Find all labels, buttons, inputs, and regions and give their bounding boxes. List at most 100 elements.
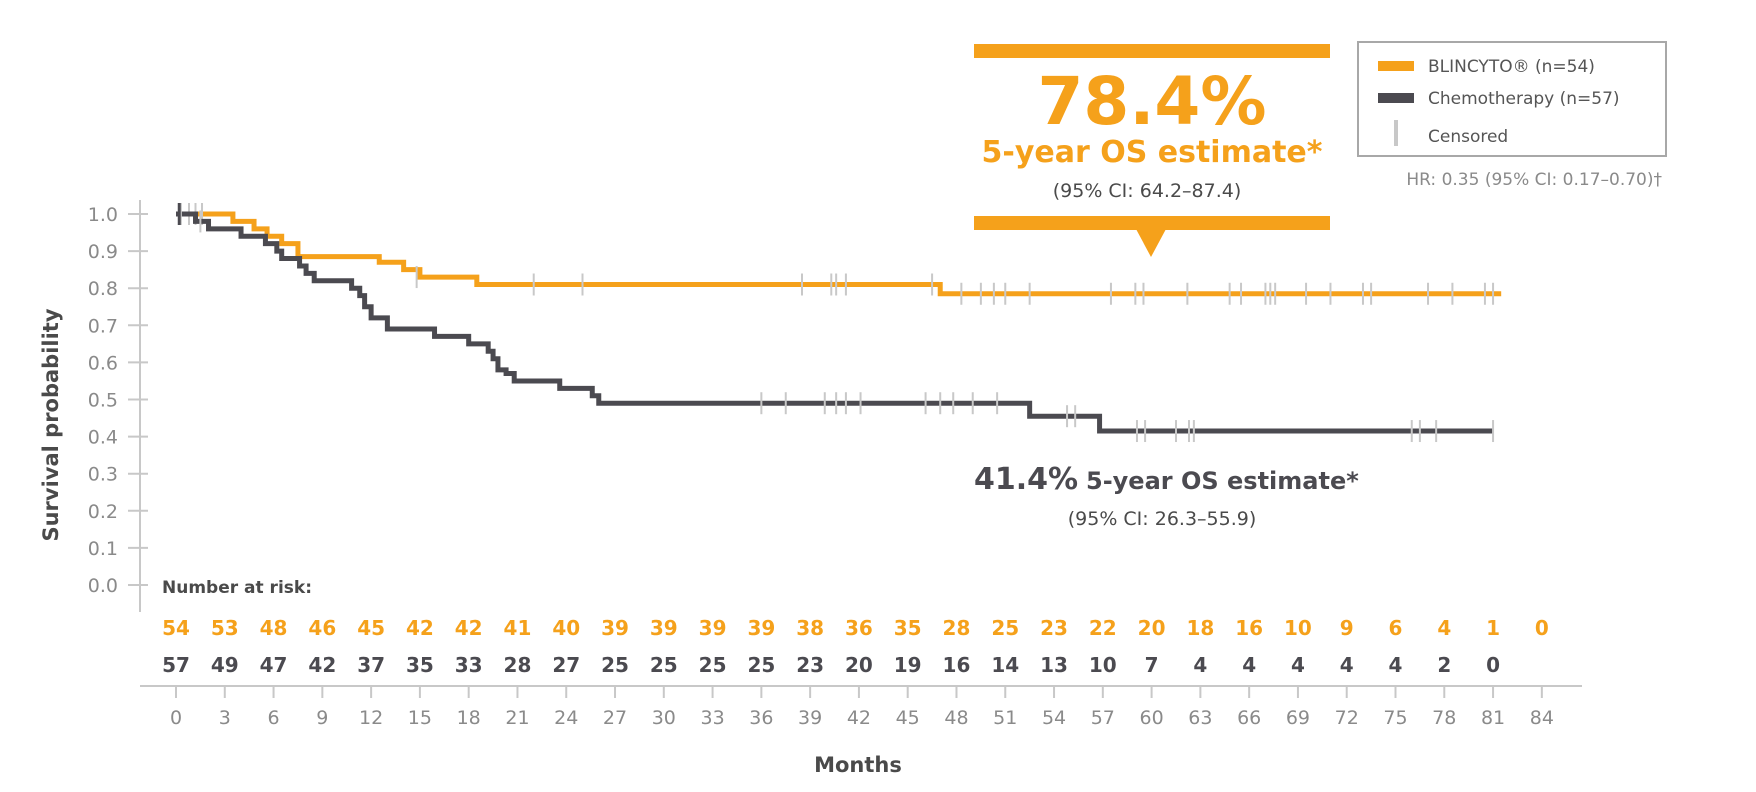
chemotherapy-estimate: 41.4% [974,462,1078,497]
risk-count-blincyto: 22 [1089,616,1117,640]
x-tick-label: 30 [652,707,676,729]
legend-swatch-blincyto [1378,61,1414,71]
risk-count-chemotherapy: 35 [406,653,434,677]
risk-count-chemotherapy: 4 [1291,653,1305,677]
risk-count-blincyto: 35 [894,616,922,640]
x-tick-label: 45 [896,707,920,729]
legend-swatch-chemotherapy [1378,93,1414,103]
x-tick-label: 51 [993,707,1017,729]
chemotherapy-callout: 41.4% 5-year OS estimate* (95% CI: 26.3–… [974,462,1359,530]
risk-count-blincyto: 45 [357,616,385,640]
x-tick-label: 9 [316,707,328,729]
risk-count-chemotherapy: 57 [162,653,190,677]
risk-count-chemotherapy: 14 [991,653,1019,677]
y-tick-label: 0.3 [88,464,118,486]
risk-count-chemotherapy: 2 [1437,653,1451,677]
legend-label-blincyto: BLINCYTO® (n=54) [1428,57,1595,77]
risk-count-chemotherapy: 25 [601,653,629,677]
callout-bottom-bar [974,216,1330,230]
risk-count-blincyto: 25 [991,616,1019,640]
x-tick-label: 60 [1140,707,1164,729]
axes [128,200,1582,698]
y-tick-label: 0.7 [88,315,118,337]
y-tick-label: 1.0 [88,204,118,226]
risk-count-blincyto: 20 [1138,616,1166,640]
risk-count-blincyto: 1 [1486,616,1500,640]
x-tick-label: 63 [1188,707,1212,729]
survival-curve-blincyto [176,211,1502,297]
y-tick-label: 0.2 [88,501,118,523]
number-at-risk-title: Number at risk: [162,578,312,598]
y-tick-label: 0.1 [88,538,118,560]
risk-count-chemotherapy: 47 [260,653,288,677]
blincyto-estimate-label: 5-year OS estimate* [982,135,1323,170]
risk-count-chemotherapy: 16 [943,653,971,677]
risk-count-blincyto: 46 [308,616,336,640]
risk-count-blincyto: 38 [796,616,824,640]
legend-label-chemotherapy: Chemotherapy (n=57) [1428,89,1620,109]
x-tick-label: 48 [944,707,968,729]
risk-count-blincyto: 39 [650,616,678,640]
risk-count-blincyto: 39 [601,616,629,640]
risk-count-blincyto: 40 [552,616,580,640]
y-tick-label: 0.4 [88,427,118,449]
risk-count-blincyto: 6 [1389,616,1403,640]
risk-count-chemotherapy: 33 [455,653,483,677]
x-tick-label: 66 [1237,707,1261,729]
risk-count-blincyto: 42 [406,616,434,640]
risk-count-blincyto: 10 [1284,616,1312,640]
x-tick-label: 54 [1042,707,1066,729]
risk-count-chemotherapy: 23 [796,653,824,677]
blincyto-ci: (95% CI: 64.2–87.4) [1053,180,1242,202]
x-tick-label: 84 [1530,707,1554,729]
x-tick-label: 69 [1286,707,1310,729]
x-tick-label: 75 [1383,707,1407,729]
risk-count-blincyto: 53 [211,616,239,640]
risk-count-blincyto: 39 [699,616,727,640]
x-tick-label: 18 [457,707,481,729]
risk-count-chemotherapy: 25 [699,653,727,677]
y-axis-title: Survival probability [39,308,63,541]
risk-count-blincyto: 42 [455,616,483,640]
x-tick-label: 42 [847,707,871,729]
x-tick-label: 15 [408,707,432,729]
x-tick-label: 6 [268,707,280,729]
x-tick-label: 78 [1432,707,1456,729]
risk-count-chemotherapy: 10 [1089,653,1117,677]
risk-count-blincyto: 28 [943,616,971,640]
risk-count-blincyto: 9 [1340,616,1354,640]
risk-count-blincyto: 54 [162,616,190,640]
risk-count-blincyto: 36 [845,616,873,640]
risk-count-blincyto: 23 [1040,616,1068,640]
legend: BLINCYTO® (n=54) Chemotherapy (n=57) Cen… [1357,41,1667,157]
risk-count-chemotherapy: 7 [1145,653,1159,677]
risk-count-blincyto: 41 [504,616,532,640]
risk-count-chemotherapy: 25 [747,653,775,677]
x-tick-label: 3 [219,707,231,729]
y-tick-label: 0.9 [88,241,118,263]
risk-count-chemotherapy: 4 [1340,653,1354,677]
tick-labels: 1.00.90.80.70.60.50.40.30.20.10.00 3 6 9 12 1… [88,204,1554,729]
y-tick-label: 0.0 [88,575,118,597]
callout-top-bar [974,44,1330,58]
risk-count-blincyto: 18 [1186,616,1214,640]
x-tick-label: 21 [505,707,529,729]
risk-count-chemotherapy: 49 [211,653,239,677]
legend-label-censored: Censored [1428,127,1508,147]
risk-count-blincyto: 39 [747,616,775,640]
risk-count-chemotherapy: 20 [845,653,873,677]
x-tick-label: 39 [798,707,822,729]
x-tick-label: 24 [554,707,578,729]
callout-pointer [1136,229,1166,257]
risk-count-blincyto: 16 [1235,616,1263,640]
x-tick-label: 72 [1335,707,1359,729]
blincyto-callout: 78.4% 5-year OS estimate* (95% CI: 64.2–… [974,44,1330,257]
x-axis-title: Months [814,753,902,777]
hazard-ratio-note: HR: 0.35 (95% CI: 0.17–0.70)† [1406,170,1662,190]
x-tick-label: 57 [1091,707,1115,729]
x-tick-label: 33 [700,707,724,729]
x-tick-label: 81 [1481,707,1505,729]
risk-count-chemotherapy: 28 [504,653,532,677]
blincyto-estimate: 78.4% [1038,63,1267,140]
x-tick-label: 36 [749,707,773,729]
